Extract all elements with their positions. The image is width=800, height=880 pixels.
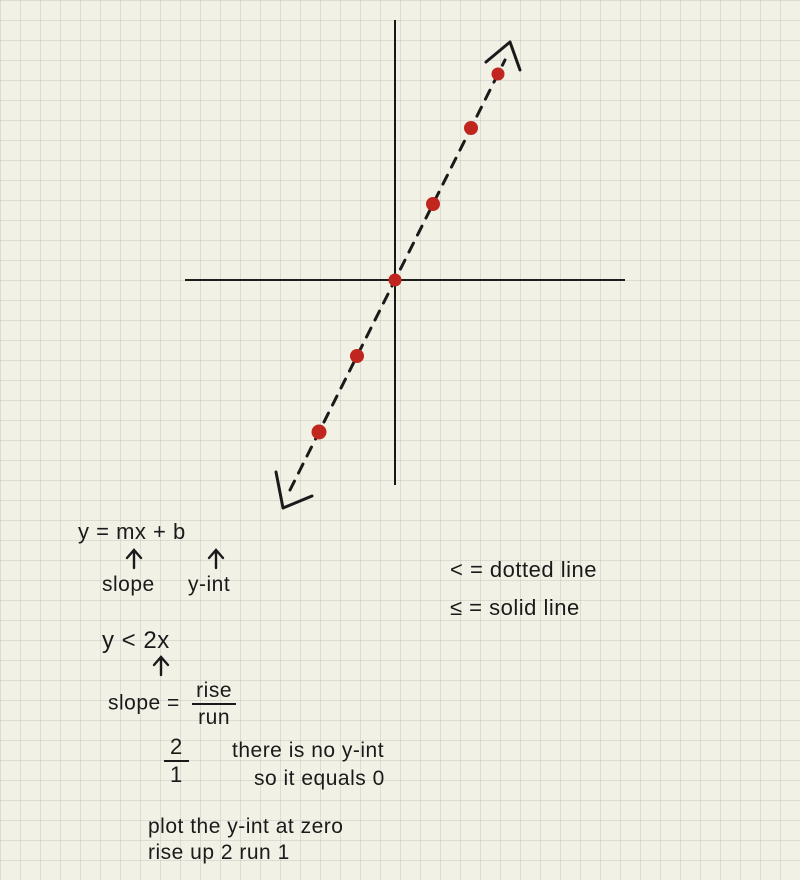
plot-point bbox=[350, 349, 364, 363]
plot-instruction-2: rise up 2 run 1 bbox=[148, 840, 290, 866]
up-arrow-under-m bbox=[127, 550, 141, 568]
run-label: run bbox=[192, 703, 236, 728]
slope-denominator: 1 bbox=[164, 760, 189, 786]
legend-dotted: < = dotted line bbox=[450, 556, 597, 584]
plot-point bbox=[492, 68, 505, 81]
plot-point bbox=[389, 274, 402, 287]
no-yint-line1: there is no y-int bbox=[232, 738, 384, 764]
no-yint-line2: so it equals 0 bbox=[254, 766, 385, 792]
up-arrow-under-b bbox=[209, 550, 223, 568]
arrow-bottom bbox=[276, 472, 312, 508]
inequality-expr: y < 2x bbox=[102, 626, 170, 656]
plot-instruction-1: plot the y-int at zero bbox=[148, 814, 343, 840]
rise-over-run: rise run bbox=[192, 680, 236, 728]
plot-point bbox=[312, 425, 327, 440]
slope-value-fraction: 2 1 bbox=[164, 736, 189, 786]
legend-solid: ≤ = solid line bbox=[450, 594, 580, 622]
slope-equals: slope = rise run bbox=[108, 680, 236, 728]
rise-label: rise bbox=[192, 680, 236, 701]
plot-point bbox=[426, 197, 440, 211]
equation-ymxb: y = mx + b bbox=[78, 518, 186, 546]
slope-word: slope = bbox=[108, 692, 180, 715]
plot-point bbox=[464, 121, 478, 135]
graph-svg bbox=[0, 0, 800, 880]
slope-label: slope bbox=[102, 572, 155, 598]
slope-numerator: 2 bbox=[166, 736, 187, 758]
up-arrow-under-slope2 bbox=[154, 657, 168, 675]
yint-label: y-int bbox=[188, 572, 230, 598]
